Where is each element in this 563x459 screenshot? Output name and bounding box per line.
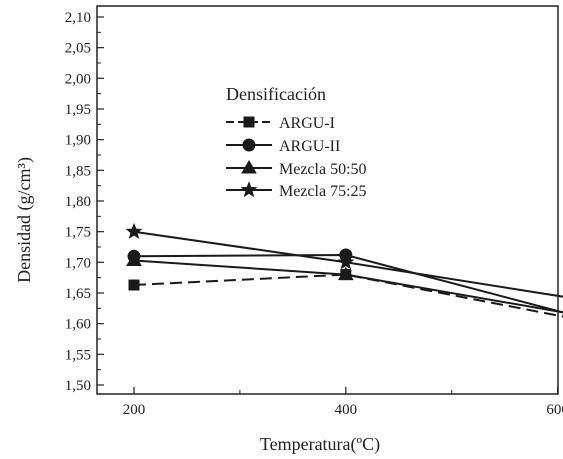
- y-tick-label: 1,90: [65, 133, 91, 149]
- y-tick-label: 1,70: [65, 255, 91, 271]
- x-tick-label: 400: [335, 402, 358, 418]
- x-axis-title: Temperatura(ºC): [260, 434, 380, 455]
- y-tick-label: 1,65: [65, 286, 91, 302]
- y-tick-label: 1,60: [65, 317, 91, 333]
- y-tick-label: 2,00: [65, 71, 91, 87]
- y-tick-label: 1,85: [65, 163, 91, 179]
- legend-label: ARGU-I: [279, 115, 335, 132]
- legend-label: ARGU-II: [279, 138, 340, 155]
- data-point-series-4: [337, 253, 355, 270]
- y-axis-title: Densidad (g/cm³): [14, 157, 35, 283]
- legend-marker: [242, 138, 256, 152]
- data-point-series-3: [337, 266, 354, 281]
- legend-label: Mezcla 50:50: [279, 161, 367, 178]
- series-line-4: [133, 230, 563, 298]
- legend-title: Densificación: [226, 84, 326, 104]
- y-tick-label: 2,10: [65, 10, 91, 26]
- y-tick-label: 2,05: [65, 41, 91, 57]
- data-point-series-4: [125, 222, 143, 239]
- legend-marker: [241, 160, 257, 174]
- y-tick-label: 1,55: [65, 347, 91, 363]
- y-tick-label: 1,95: [65, 102, 91, 118]
- x-tick-label: 600: [546, 402, 563, 418]
- y-tick-label: 1,80: [65, 194, 91, 210]
- tick-labels: 1,50 1,55 1,60 1,65 1,70 1,75 1,80 1,85 1,90 1,95…: [65, 10, 563, 418]
- series-line-2: [133, 253, 563, 314]
- axis-ticks: [97, 16, 559, 394]
- legend-marker: [243, 116, 255, 128]
- y-tick-label: 1,75: [65, 225, 91, 241]
- legend-marker: [240, 181, 258, 198]
- x-tick-label: 200: [123, 402, 146, 418]
- series-lines: [133, 230, 563, 318]
- series-line-3: [133, 259, 563, 314]
- legend: ARGU-I ARGU-II Mezcla 50:50 Mezcla 75:25: [226, 115, 367, 200]
- data-point-series-3: [126, 252, 142, 266]
- y-tick-label: 1,50: [65, 378, 91, 394]
- legend-label: Mezcla 75:25: [279, 183, 367, 200]
- plot-frame: [96, 5, 559, 395]
- data-point-series-1: [128, 279, 140, 291]
- series-markers: [125, 222, 355, 291]
